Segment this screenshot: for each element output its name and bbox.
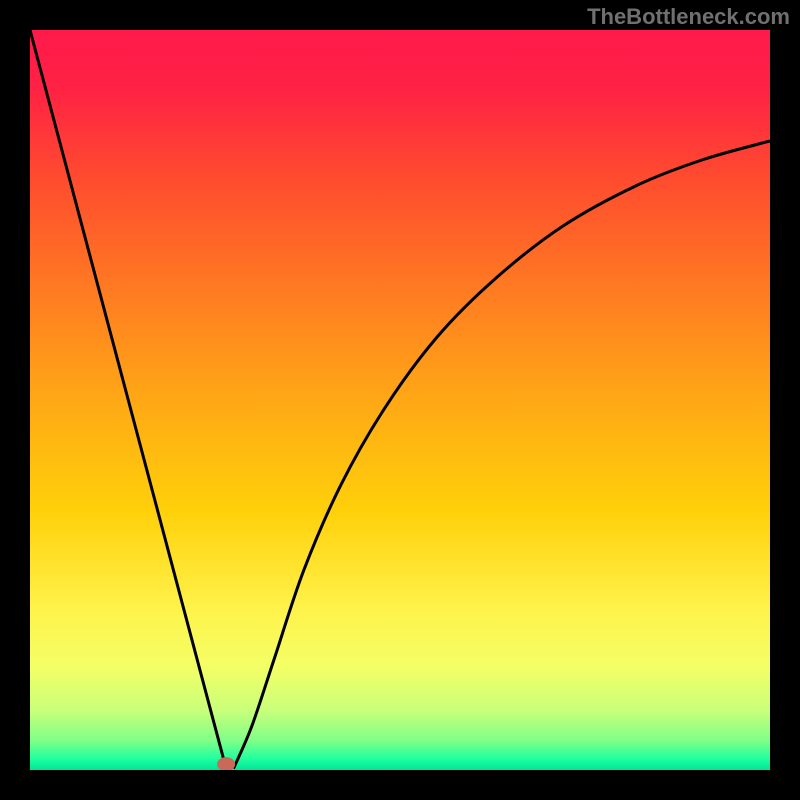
plot-area <box>30 30 770 770</box>
curve-right-branch <box>234 141 771 769</box>
vertex-marker <box>217 757 235 770</box>
curve-layer <box>30 30 770 770</box>
curve-left-branch <box>30 30 226 769</box>
watermark-text: TheBottleneck.com <box>587 4 790 30</box>
chart-container: TheBottleneck.com <box>0 0 800 800</box>
